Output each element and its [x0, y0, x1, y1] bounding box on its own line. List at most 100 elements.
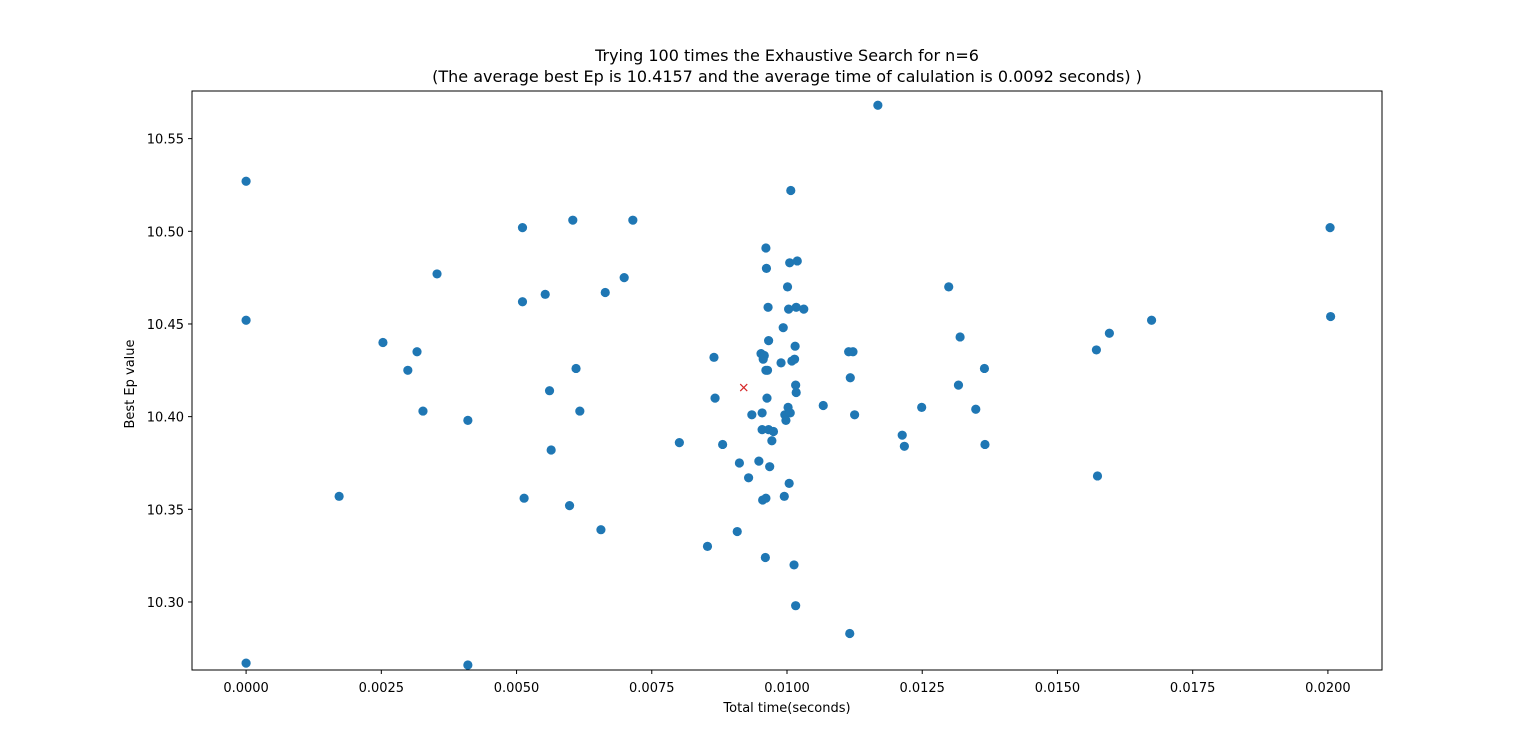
data-point [619, 273, 629, 283]
data-point [732, 526, 742, 537]
x-axis-label: Total time(seconds) [722, 701, 850, 716]
data-point [767, 436, 777, 446]
data-point [734, 458, 745, 468]
data-point [412, 347, 422, 357]
x-tick-label: 0.0050 [494, 681, 540, 696]
data-point [564, 501, 575, 511]
data-point [761, 243, 771, 253]
data-point [1146, 315, 1157, 325]
x-tick-label: 0.0125 [899, 681, 945, 696]
data-point [241, 658, 251, 668]
data-point [790, 341, 800, 351]
y-tick-label: 10.30 [147, 596, 184, 611]
data-point [778, 323, 788, 333]
data-point [764, 336, 774, 346]
data-point [899, 441, 909, 451]
x-tick-label: 0.0025 [359, 681, 405, 696]
data-point [784, 478, 794, 488]
data-point [754, 456, 764, 466]
data-point [709, 352, 719, 362]
chart-title: Trying 100 times the Exhaustive Search f… [594, 46, 979, 65]
x-tick-label: 0.0075 [629, 681, 675, 696]
data-point [628, 215, 638, 225]
data-point [917, 402, 927, 412]
data-point [568, 215, 578, 225]
plot-area [241, 100, 1336, 670]
data-point [757, 408, 767, 418]
data-point [761, 493, 771, 503]
data-point [792, 256, 802, 266]
data-point [702, 541, 713, 551]
x-tick-label: 0.0175 [1170, 681, 1216, 696]
data-point [953, 380, 964, 390]
x-tick-label: 0.0100 [764, 681, 810, 696]
data-point [873, 100, 883, 110]
data-point [600, 287, 610, 298]
data-point [540, 289, 550, 299]
data-point [785, 258, 795, 268]
data-point [544, 386, 555, 396]
y-tick-label: 10.35 [147, 503, 184, 518]
data-point [944, 282, 954, 292]
data-point [759, 350, 769, 361]
data-point [776, 358, 786, 368]
data-point [782, 282, 793, 292]
data-point [760, 552, 770, 563]
plot-frame [191, 90, 1383, 671]
y-axis-ticks: 10.30 10.35 10.40 10.45 10.50 10.55 [147, 133, 192, 611]
data-point [765, 462, 775, 472]
y-tick-label: 10.55 [147, 133, 184, 148]
data-point [710, 393, 720, 403]
data-point [781, 415, 791, 425]
data-point [785, 408, 795, 418]
data-point [791, 387, 801, 398]
data-point [789, 560, 799, 570]
data-point [784, 304, 794, 314]
data-point [1104, 328, 1114, 338]
data-point [979, 363, 990, 374]
x-tick-label: 0.0200 [1305, 681, 1351, 696]
data-point [334, 491, 344, 501]
data-point [571, 363, 581, 374]
x-tick-label: 0.0150 [1035, 681, 1081, 696]
data-point [786, 185, 796, 196]
data-point [791, 302, 801, 312]
data-point [757, 425, 767, 435]
data-point [897, 430, 907, 440]
data-point [718, 439, 728, 450]
data-point [955, 332, 965, 342]
data-point [743, 473, 754, 483]
data-point [762, 365, 773, 375]
data-point [517, 222, 528, 233]
data-point [519, 493, 529, 503]
x-tick-label: 0.0000 [223, 681, 269, 696]
data-point [789, 354, 800, 364]
data-point [418, 406, 428, 416]
data-point [575, 406, 585, 416]
data-point [1326, 311, 1336, 322]
data-point [596, 525, 606, 535]
data-point [1091, 345, 1101, 355]
data-point [779, 491, 789, 501]
data-point [546, 445, 556, 455]
data-point [761, 263, 772, 273]
y-tick-label: 10.40 [147, 411, 184, 426]
data-point [799, 304, 809, 314]
data-point [848, 347, 858, 357]
data-point [971, 404, 981, 414]
data-point [747, 410, 757, 420]
data-point [980, 439, 990, 450]
data-point [845, 373, 855, 383]
chart-subtitle: (The average best Ep is 10.4157 and the … [432, 67, 1142, 86]
data-point [463, 660, 473, 670]
data-point [463, 415, 473, 425]
data-point [818, 400, 828, 411]
data-point [432, 269, 442, 279]
data-point [403, 365, 413, 375]
data-point [241, 315, 251, 325]
data-point [1325, 222, 1335, 233]
data-point [1092, 471, 1103, 481]
data-point [850, 410, 860, 420]
